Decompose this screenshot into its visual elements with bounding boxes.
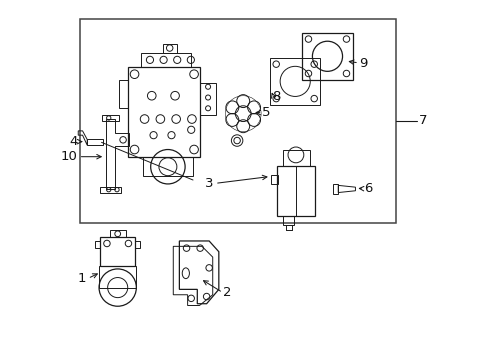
- Text: 1: 1: [78, 272, 87, 285]
- Bar: [271, 175, 278, 184]
- Bar: [283, 149, 310, 166]
- Text: 8: 8: [272, 90, 281, 103]
- Text: 9: 9: [359, 57, 368, 69]
- Text: 2: 2: [223, 287, 231, 300]
- Text: 5: 5: [262, 106, 270, 119]
- Bar: [163, 44, 177, 53]
- Bar: [80, 19, 395, 223]
- Text: 10: 10: [60, 150, 77, 163]
- Text: 7: 7: [419, 114, 427, 127]
- Text: 3: 3: [205, 177, 214, 190]
- Bar: [277, 166, 315, 216]
- Text: 6: 6: [364, 183, 372, 195]
- Text: 4: 4: [70, 135, 78, 148]
